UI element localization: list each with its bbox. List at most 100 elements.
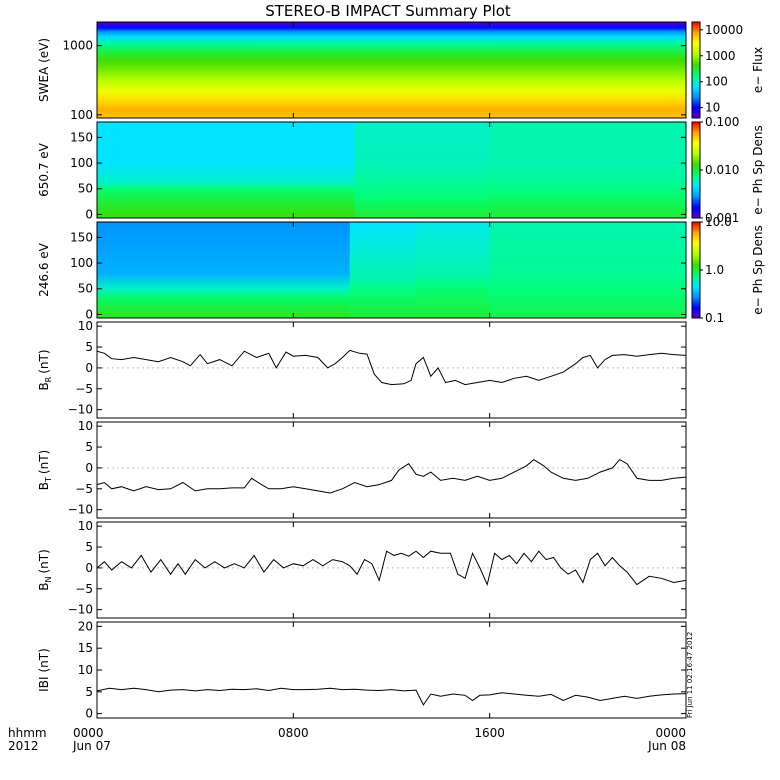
colorbar-1-label: e− Ph Sp Dens <box>751 125 765 214</box>
colorbar-0-tick-label-2: 1000 <box>705 49 736 63</box>
time-axis-row-label-year: 2012 <box>8 739 39 753</box>
panel-6-ylabel: IBI (nT) <box>37 648 51 692</box>
panel-4-ytick-label-2: 0 <box>85 461 93 475</box>
heatmap-0-field <box>97 22 686 118</box>
colorbar-2-tick-label-1: 1.0 <box>705 263 724 277</box>
heatmap-1-body <box>97 122 686 218</box>
panel-1-ytick-label-0: 0 <box>85 207 93 221</box>
panel-0-ylabel: SWEA (eV) <box>37 38 51 102</box>
colorbar-1-tick-label-2: 0.100 <box>705 115 739 129</box>
heatmap-2-segment-0 <box>97 222 351 318</box>
panel-4-ylabel: BT (nT) <box>37 450 53 490</box>
panel-3-ylabel-sub: R <box>44 376 53 382</box>
panel-3: BR (nT) −10 −5 0 5 10 <box>37 319 687 419</box>
date-tick-label-0: Jun 07 <box>72 739 111 753</box>
panel-4-ytick-label-3: 5 <box>85 440 93 454</box>
panel-0: 10 100 1000 10000 e− Flux SWEA (eV) 100 1000 <box>37 21 765 122</box>
panel-3-ytick-label-0: −10 <box>68 403 93 417</box>
panel-6-ytick-label-4: 20 <box>78 619 93 633</box>
figure-title: STEREO-B IMPACT Summary Plot <box>265 2 511 20</box>
panel-5: BN (nT) −10 −5 0 5 10 <box>37 519 687 619</box>
panel-3-ytick-label-2: 0 <box>85 361 93 375</box>
panel-1-ytick-label-3: 150 <box>70 130 93 144</box>
panel-4: BT (nT) −10 −5 0 5 10 <box>37 419 687 519</box>
panel-5-ytick-label-3: 5 <box>85 540 93 554</box>
heatmap-2-segment-2 <box>416 222 491 318</box>
colorbar-0-tick-label-3: 10000 <box>705 23 743 37</box>
heatmap-1-segment-0 <box>97 122 356 218</box>
panel-6-frame <box>96 621 687 719</box>
date-tick-label-3: Jun 08 <box>647 739 686 753</box>
panel-5-ylabel: BN (nT) <box>37 549 53 591</box>
panel-6-ylabel-unit: (nT) <box>37 648 51 672</box>
colorbar-1-tick-label-0: 0.001 <box>705 211 739 225</box>
panel-4-ylabel-unit: (nT) <box>37 450 51 474</box>
panel-4-ytick-label-0: −10 <box>68 503 93 517</box>
panel-4-ylabel-sub: T <box>44 477 53 483</box>
time-tick-label-0: 0000 <box>73 726 104 740</box>
colorbar-0-tick-label-0: 10 <box>705 101 720 115</box>
panel-3-ylabel-main: B <box>37 382 51 390</box>
panel-4-ytick-label-1: −5 <box>75 482 93 496</box>
panel-5-ylabel-sub: N <box>44 577 53 583</box>
panel-5-ytick-label-2: 0 <box>85 561 93 575</box>
colorbar-2 <box>691 221 701 319</box>
panel-5-ylabel-main: B <box>37 583 51 591</box>
panel-2-ytick-label-1: 50 <box>78 282 93 296</box>
colorbar-2-tick-label-2: 10.0 <box>705 215 732 229</box>
colorbar-1-tick-label-1: 0.010 <box>705 163 739 177</box>
colorbar-1 <box>691 121 701 219</box>
panel-2-ytick-label-0: 0 <box>85 307 93 321</box>
time-axis-row-label-hhmm: hhmm <box>8 726 47 740</box>
time-tick-label-1: 0800 <box>278 726 309 740</box>
panel-5-frame <box>96 521 687 619</box>
colorbar-0-label: e− Flux <box>751 47 765 93</box>
series-4-line <box>97 458 686 494</box>
panel-3-ytick-label-1: −5 <box>75 382 93 396</box>
panel-6-ylabel-main: IBI <box>37 677 51 692</box>
panel-0-ytick-label-1: 1000 <box>62 39 93 53</box>
panel-5-ytick-label-4: 10 <box>78 519 93 533</box>
panel-1-frame <box>96 121 687 219</box>
colorbar-2-label: e− Ph Sp Dens <box>751 225 765 314</box>
time-tick-label-2: 1600 <box>474 726 505 740</box>
panel-5-ytick-label-1: −5 <box>75 582 93 596</box>
panel-3-ylabel-unit: (nT) <box>37 349 51 373</box>
panel-1: 0.001 0.010 0.100 e− Ph Sp Dens 650.7 eV 0 50 1… <box>37 115 765 225</box>
panel-1-ylabel: 650.7 eV <box>37 142 51 197</box>
heatmap-2-segment-1 <box>349 222 417 318</box>
timestamp-stamp: Fri Jun 11 02:16:47 2012 <box>686 632 694 718</box>
panel-6: IBI (nT) 0 5 10 15 20 <box>37 619 687 721</box>
panel-1-ytick-label-1: 50 <box>78 182 93 196</box>
panel-3-ylabel: BR (nT) <box>37 349 53 390</box>
time-tick-label-3: 0000 <box>655 726 686 740</box>
panel-0-ytick-label-0: 100 <box>70 108 93 122</box>
heatmap-0-body <box>97 22 686 118</box>
panel-6-ytick-label-2: 10 <box>78 663 93 677</box>
panel-0-frame <box>96 21 687 119</box>
panel-2: 0.1 1.0 10.0 e− Ph Sp Dens 246.6 eV 0 50 100 150 <box>37 215 765 325</box>
panel-2-ytick-label-2: 100 <box>70 256 93 270</box>
panel-2-ytick-label-3: 150 <box>70 230 93 244</box>
panel-4-ytick-label-4: 10 <box>78 419 93 433</box>
series-5-line <box>97 550 686 587</box>
panel-2-frame <box>96 221 687 319</box>
panel-6-ytick-label-3: 15 <box>78 641 93 655</box>
heatmap-2-body <box>97 222 686 318</box>
series-6-line <box>97 687 686 706</box>
panel-3-ytick-label-3: 5 <box>85 340 93 354</box>
heatmap-2-segment-3 <box>489 222 686 318</box>
colorbar-2-tick-label-0: 0.1 <box>705 311 724 325</box>
series-3-line <box>97 349 686 386</box>
panel-3-frame <box>96 321 687 419</box>
panel-6-ytick-label-0: 0 <box>85 707 93 721</box>
panel-5-ylabel-unit: (nT) <box>37 549 51 573</box>
panel-2-ylabel: 246.6 eV <box>37 242 51 297</box>
colorbar-0 <box>691 21 701 119</box>
panel-5-ytick-label-0: −10 <box>68 603 93 617</box>
panel-6-ytick-label-1: 5 <box>85 685 93 699</box>
panel-3-ytick-label-4: 10 <box>78 319 93 333</box>
